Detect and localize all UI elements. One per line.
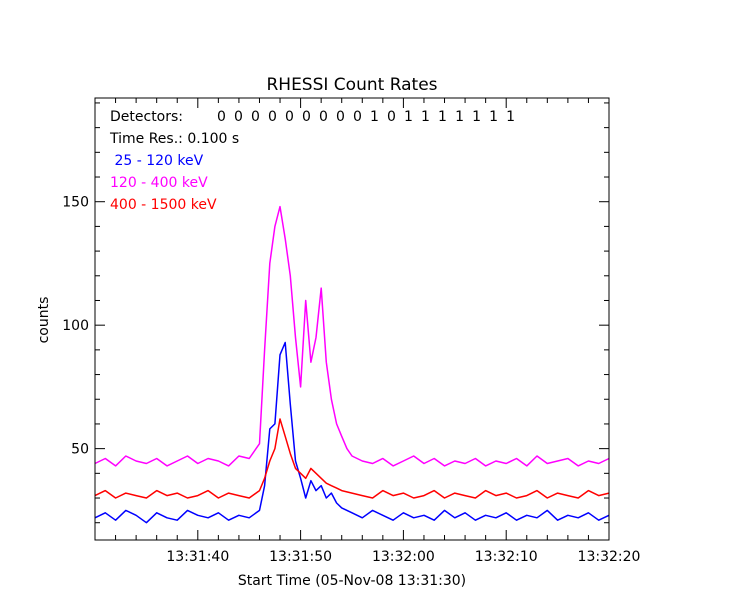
y-tick-label: 150 bbox=[62, 195, 89, 211]
detectors-values: 0 0 0 0 0 0 0 0 0 1 0 1 1 1 1 1 1 1 bbox=[217, 109, 515, 125]
annotation-block: Detectors: 0 0 0 0 0 0 0 0 0 1 0 1 1 1 1… bbox=[109, 109, 515, 213]
x-axis-label: Start Time (05-Nov-08 13:31:30) bbox=[238, 573, 466, 589]
series-line-2 bbox=[94, 418, 610, 499]
legend-entry-25-120: 25 - 120 keV bbox=[110, 153, 204, 169]
ticks-layer: 13:31:40 13:31:50 13:32:00 13:32:10 13:32:20… bbox=[62, 98, 640, 565]
x-tick-label: 13:31:40 bbox=[166, 549, 229, 565]
series-layer bbox=[94, 205, 610, 524]
x-tick-label: 13:32:00 bbox=[372, 549, 435, 565]
chart-title: RHESSI Count Rates bbox=[266, 75, 437, 95]
plot-frame bbox=[94, 97, 610, 541]
x-tick-label: 13:32:10 bbox=[475, 549, 538, 565]
legend-entry-400-1500: 400 - 1500 keV bbox=[110, 197, 217, 213]
detectors-label: Detectors: bbox=[110, 109, 183, 125]
y-axis-label: counts bbox=[36, 297, 52, 344]
y-tick-label: 100 bbox=[62, 318, 89, 334]
x-tick-label: 13:32:20 bbox=[578, 549, 641, 565]
series-line-1 bbox=[94, 205, 610, 467]
series-line-0 bbox=[94, 341, 610, 524]
time-resolution-label: Time Res.: 0.100 s bbox=[109, 131, 239, 147]
y-tick-label: 50 bbox=[71, 442, 89, 458]
legend-entry-120-400: 120 - 400 keV bbox=[110, 175, 208, 191]
x-tick-label: 13:31:50 bbox=[269, 549, 332, 565]
